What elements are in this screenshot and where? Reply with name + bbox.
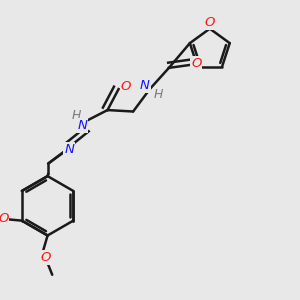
- Text: H: H: [72, 110, 81, 122]
- Text: N: N: [77, 119, 87, 132]
- Text: O: O: [121, 80, 131, 93]
- Text: H: H: [154, 88, 163, 100]
- Text: O: O: [191, 57, 202, 70]
- Text: N: N: [140, 79, 150, 92]
- Text: N: N: [64, 142, 74, 156]
- Text: O: O: [205, 16, 215, 29]
- Text: O: O: [40, 251, 51, 264]
- Text: O: O: [0, 212, 8, 225]
